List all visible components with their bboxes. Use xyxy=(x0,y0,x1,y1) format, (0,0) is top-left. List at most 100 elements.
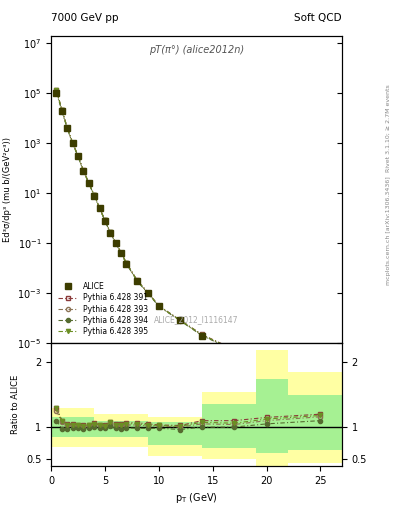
Pythia 6.428 395 xyxy=(156,303,161,309)
ALICE xyxy=(124,261,129,267)
Pythia 6.428 395 xyxy=(119,250,123,256)
Pythia 6.428 391 xyxy=(92,192,97,198)
Pythia 6.428 395 xyxy=(108,229,113,236)
Line: ALICE: ALICE xyxy=(54,91,323,378)
ALICE xyxy=(232,348,237,354)
Text: pT(π°) (alice2012n): pT(π°) (alice2012n) xyxy=(149,45,244,55)
ALICE xyxy=(76,153,81,159)
Pythia 6.428 393 xyxy=(124,260,129,266)
ALICE xyxy=(264,357,269,364)
Line: Pythia 6.428 393: Pythia 6.428 393 xyxy=(54,89,322,376)
Pythia 6.428 393 xyxy=(70,140,75,146)
Pythia 6.428 394 xyxy=(178,318,183,324)
Line: Pythia 6.428 395: Pythia 6.428 395 xyxy=(54,89,322,376)
Pythia 6.428 393 xyxy=(103,218,107,224)
Pythia 6.428 394 xyxy=(119,250,123,257)
Pythia 6.428 394 xyxy=(232,348,237,354)
Pythia 6.428 394 xyxy=(70,140,75,146)
Pythia 6.428 393 xyxy=(232,347,237,353)
Pythia 6.428 395 xyxy=(54,88,59,94)
Line: Pythia 6.428 391: Pythia 6.428 391 xyxy=(54,89,322,376)
Pythia 6.428 391 xyxy=(119,249,123,255)
Pythia 6.428 391 xyxy=(124,260,129,266)
Pythia 6.428 395 xyxy=(264,356,269,362)
ALICE xyxy=(146,290,151,296)
Text: mcplots.cern.ch [arXiv:1306.3436]: mcplots.cern.ch [arXiv:1306.3436] xyxy=(386,176,391,285)
Pythia 6.428 395 xyxy=(146,290,151,296)
ALICE xyxy=(103,218,107,224)
Line: Pythia 6.428 394: Pythia 6.428 394 xyxy=(54,90,322,377)
Pythia 6.428 391 xyxy=(264,356,269,362)
ALICE xyxy=(200,332,204,338)
Pythia 6.428 391 xyxy=(135,278,140,284)
Pythia 6.428 393 xyxy=(135,278,140,284)
Pythia 6.428 395 xyxy=(70,140,75,146)
ALICE xyxy=(135,278,140,284)
Pythia 6.428 394 xyxy=(54,89,59,95)
Pythia 6.428 393 xyxy=(97,205,102,211)
Y-axis label: Ratio to ALICE: Ratio to ALICE xyxy=(11,375,20,434)
X-axis label: $\mathregular{p_T}$ (GeV): $\mathregular{p_T}$ (GeV) xyxy=(175,491,218,505)
Pythia 6.428 393 xyxy=(156,303,161,309)
ALICE xyxy=(59,108,64,114)
ALICE xyxy=(108,230,113,236)
Text: ALICE_2012_I1116147: ALICE_2012_I1116147 xyxy=(154,315,239,325)
Pythia 6.428 391 xyxy=(232,347,237,353)
Pythia 6.428 391 xyxy=(156,303,161,309)
Pythia 6.428 391 xyxy=(318,371,323,377)
Pythia 6.428 391 xyxy=(178,317,183,323)
Pythia 6.428 395 xyxy=(200,332,204,338)
ALICE xyxy=(178,317,183,324)
Text: 7000 GeV pp: 7000 GeV pp xyxy=(51,13,119,23)
Pythia 6.428 395 xyxy=(76,153,81,159)
ALICE xyxy=(81,167,86,174)
Pythia 6.428 395 xyxy=(86,180,91,186)
Pythia 6.428 394 xyxy=(81,168,86,174)
Pythia 6.428 393 xyxy=(108,229,113,236)
Pythia 6.428 395 xyxy=(103,217,107,223)
Pythia 6.428 394 xyxy=(113,240,118,246)
Text: Soft QCD: Soft QCD xyxy=(294,13,342,23)
ALICE xyxy=(65,125,70,131)
Pythia 6.428 391 xyxy=(146,289,151,295)
Pythia 6.428 391 xyxy=(86,180,91,186)
Pythia 6.428 394 xyxy=(318,371,323,377)
Pythia 6.428 394 xyxy=(97,205,102,211)
Pythia 6.428 391 xyxy=(54,88,59,94)
Pythia 6.428 391 xyxy=(103,217,107,223)
Pythia 6.428 395 xyxy=(124,260,129,266)
Pythia 6.428 391 xyxy=(65,124,70,131)
Pythia 6.428 391 xyxy=(108,229,113,236)
Pythia 6.428 393 xyxy=(264,356,269,362)
Pythia 6.428 395 xyxy=(113,240,118,246)
Pythia 6.428 394 xyxy=(103,218,107,224)
ALICE xyxy=(156,303,161,309)
Pythia 6.428 394 xyxy=(135,279,140,285)
Pythia 6.428 391 xyxy=(81,167,86,174)
Pythia 6.428 393 xyxy=(76,153,81,159)
Pythia 6.428 391 xyxy=(76,153,81,159)
Pythia 6.428 394 xyxy=(200,332,204,338)
ALICE xyxy=(113,240,118,246)
Pythia 6.428 393 xyxy=(54,88,59,94)
ALICE xyxy=(54,90,59,96)
Pythia 6.428 393 xyxy=(318,371,323,377)
Pythia 6.428 393 xyxy=(92,192,97,198)
Pythia 6.428 395 xyxy=(135,278,140,284)
Pythia 6.428 395 xyxy=(178,317,183,324)
Legend: ALICE, Pythia 6.428 391, Pythia 6.428 393, Pythia 6.428 394, Pythia 6.428 395: ALICE, Pythia 6.428 391, Pythia 6.428 39… xyxy=(55,279,151,339)
Pythia 6.428 394 xyxy=(108,230,113,236)
Pythia 6.428 395 xyxy=(318,371,323,377)
Pythia 6.428 393 xyxy=(113,240,118,246)
Pythia 6.428 395 xyxy=(92,192,97,198)
Pythia 6.428 391 xyxy=(200,331,204,337)
Pythia 6.428 394 xyxy=(76,154,81,160)
Pythia 6.428 395 xyxy=(59,106,64,113)
Pythia 6.428 391 xyxy=(59,106,64,113)
Pythia 6.428 393 xyxy=(146,290,151,296)
Pythia 6.428 393 xyxy=(65,125,70,131)
Pythia 6.428 393 xyxy=(86,180,91,186)
ALICE xyxy=(318,372,323,378)
Pythia 6.428 395 xyxy=(232,347,237,353)
Pythia 6.428 394 xyxy=(65,125,70,132)
